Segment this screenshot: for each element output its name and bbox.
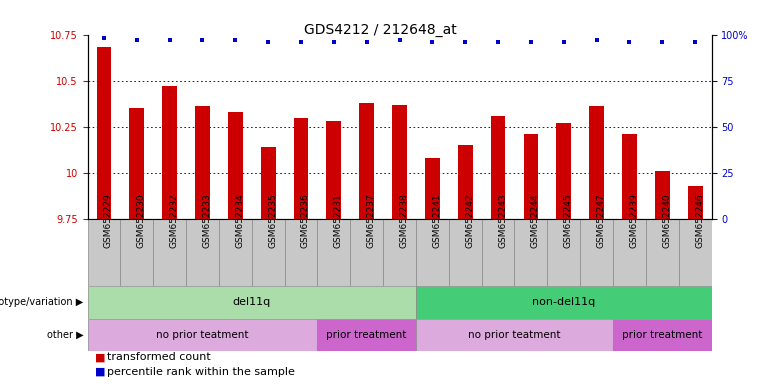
Bar bbox=[425, 158, 440, 219]
Bar bbox=[416, 219, 449, 286]
Bar bbox=[655, 171, 670, 219]
Bar bbox=[547, 219, 580, 286]
Bar bbox=[416, 286, 712, 319]
Point bbox=[525, 39, 537, 45]
Bar bbox=[392, 104, 407, 219]
Point bbox=[656, 39, 668, 45]
Bar bbox=[195, 106, 210, 219]
Bar bbox=[458, 145, 473, 219]
Bar bbox=[646, 219, 679, 286]
Text: prior treatment: prior treatment bbox=[622, 330, 702, 340]
Text: GSM652242: GSM652242 bbox=[465, 194, 474, 248]
Text: GSM652232: GSM652232 bbox=[170, 194, 179, 248]
Text: GSM652238: GSM652238 bbox=[400, 194, 409, 248]
Bar bbox=[228, 112, 243, 219]
Bar bbox=[524, 134, 538, 219]
Text: GSM652237: GSM652237 bbox=[367, 194, 376, 248]
Point bbox=[591, 37, 603, 43]
Bar bbox=[589, 106, 604, 219]
Text: GSM652235: GSM652235 bbox=[268, 194, 277, 248]
Bar bbox=[252, 219, 285, 286]
Bar bbox=[97, 48, 111, 219]
Bar bbox=[317, 219, 350, 286]
Text: no prior teatment: no prior teatment bbox=[156, 330, 249, 340]
Bar bbox=[120, 219, 153, 286]
Text: transformed count: transformed count bbox=[107, 352, 210, 362]
Point bbox=[689, 39, 701, 45]
Bar bbox=[688, 186, 702, 219]
Point bbox=[426, 39, 438, 45]
Bar bbox=[317, 319, 416, 351]
Bar bbox=[482, 219, 514, 286]
Bar bbox=[261, 147, 275, 219]
Point bbox=[328, 39, 340, 45]
Bar bbox=[622, 134, 637, 219]
Text: GSM652240: GSM652240 bbox=[662, 194, 671, 248]
Text: ■: ■ bbox=[95, 352, 106, 362]
Text: GSM652243: GSM652243 bbox=[498, 194, 507, 248]
Point bbox=[164, 37, 176, 43]
Point bbox=[492, 39, 504, 45]
Point bbox=[196, 37, 209, 43]
Bar bbox=[186, 219, 219, 286]
Point bbox=[623, 39, 635, 45]
Text: del11q: del11q bbox=[233, 297, 271, 308]
Bar bbox=[449, 219, 482, 286]
Text: GSM652231: GSM652231 bbox=[334, 194, 343, 248]
Bar bbox=[294, 118, 308, 219]
Bar bbox=[350, 219, 383, 286]
Text: ■: ■ bbox=[95, 367, 106, 377]
Bar bbox=[88, 286, 416, 319]
Bar bbox=[679, 219, 712, 286]
Point bbox=[295, 39, 307, 45]
Bar bbox=[416, 319, 613, 351]
Text: GSM652246: GSM652246 bbox=[695, 194, 704, 248]
Bar bbox=[580, 219, 613, 286]
Point bbox=[131, 37, 143, 43]
Text: non-del11q: non-del11q bbox=[532, 297, 595, 308]
Bar bbox=[219, 219, 252, 286]
Bar bbox=[514, 219, 547, 286]
Text: percentile rank within the sample: percentile rank within the sample bbox=[107, 367, 295, 377]
Point bbox=[558, 39, 570, 45]
Bar bbox=[556, 123, 571, 219]
Bar bbox=[88, 219, 120, 286]
Bar bbox=[359, 103, 374, 219]
Text: no prior teatment: no prior teatment bbox=[468, 330, 561, 340]
Bar bbox=[613, 319, 712, 351]
Text: GSM652244: GSM652244 bbox=[531, 194, 540, 248]
Point bbox=[262, 39, 274, 45]
Bar bbox=[88, 319, 317, 351]
Text: GSM652245: GSM652245 bbox=[564, 194, 573, 248]
Point bbox=[229, 37, 241, 43]
Bar bbox=[162, 86, 177, 219]
Bar bbox=[153, 219, 186, 286]
Text: GDS4212 / 212648_at: GDS4212 / 212648_at bbox=[304, 23, 457, 37]
Text: GSM652236: GSM652236 bbox=[301, 194, 310, 248]
Bar bbox=[383, 219, 416, 286]
Text: other ▶: other ▶ bbox=[47, 330, 84, 340]
Text: GSM652233: GSM652233 bbox=[202, 194, 212, 248]
Bar bbox=[613, 219, 646, 286]
Text: GSM652247: GSM652247 bbox=[597, 194, 606, 248]
Text: genotype/variation ▶: genotype/variation ▶ bbox=[0, 297, 84, 308]
Point bbox=[98, 35, 110, 41]
Bar bbox=[491, 116, 505, 219]
Point bbox=[361, 39, 373, 45]
Bar bbox=[285, 219, 317, 286]
Point bbox=[459, 39, 471, 45]
Bar bbox=[326, 121, 341, 219]
Text: GSM652239: GSM652239 bbox=[629, 194, 638, 248]
Text: GSM652241: GSM652241 bbox=[432, 194, 441, 248]
Text: GSM652230: GSM652230 bbox=[137, 194, 146, 248]
Text: prior treatment: prior treatment bbox=[326, 330, 407, 340]
Text: GSM652234: GSM652234 bbox=[235, 194, 244, 248]
Point bbox=[393, 37, 406, 43]
Text: GSM652229: GSM652229 bbox=[104, 194, 113, 248]
Bar bbox=[129, 108, 144, 219]
